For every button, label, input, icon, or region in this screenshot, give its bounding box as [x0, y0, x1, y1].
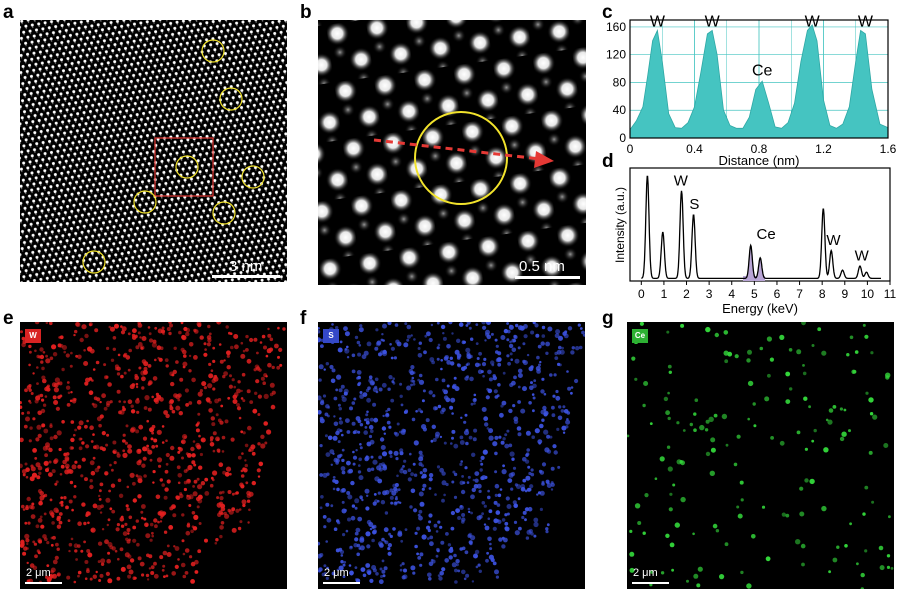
eds-map-ce: Ce 2 μm — [627, 322, 894, 589]
scale-bar-f — [323, 582, 360, 584]
peak-label: W — [650, 13, 666, 30]
scale-label-a: 3 nm — [229, 258, 263, 275]
x-tick-label: 0 — [638, 287, 645, 301]
peak-label: Ce — [752, 63, 773, 80]
panel-label-b: b — [300, 2, 312, 23]
eds-map-s: S 2 μm — [318, 322, 585, 589]
peak-label: W — [674, 172, 689, 189]
x-tick-label: 10 — [861, 287, 875, 301]
x-tick-label: 7 — [796, 287, 803, 301]
peak-label: W — [826, 232, 841, 249]
dopant-circle — [201, 39, 225, 63]
y-tick-label: 80 — [613, 75, 627, 89]
x-tick-label: 0 — [627, 142, 634, 156]
x-tick-label: 2 — [683, 287, 690, 301]
x-tick-label: 1.6 — [880, 142, 897, 156]
panel-label-c: c — [602, 2, 613, 23]
peak-label: W — [858, 13, 874, 30]
peak-label: W — [805, 13, 821, 30]
x-tick-label: 0.8 — [751, 142, 768, 156]
panel-label-d: d — [602, 151, 614, 172]
x-tick-label: 9 — [841, 287, 848, 301]
scale-bar-g — [632, 582, 669, 584]
panel-label-f: f — [300, 308, 307, 329]
dopant-highlight-circle — [414, 111, 508, 205]
scale-label-b: 0.5 nm — [519, 258, 565, 275]
x-tick-label: 1.2 — [815, 142, 832, 156]
x-tick-label: 5 — [751, 287, 758, 301]
panel-label-e: e — [3, 308, 14, 329]
line-profile-arrow — [373, 138, 541, 161]
x-tick-label: 4 — [728, 287, 735, 301]
eds-spectrum-chart: 0 1 2 3 4 5 6 7 8 9 10 11 Energy (keV) Intensity (a… — [613, 167, 897, 316]
x-tick-label: 1 — [661, 287, 668, 301]
dopant-circle — [175, 155, 199, 179]
zoom-region-box — [154, 137, 214, 197]
peak-label: W — [855, 248, 870, 265]
element-badge-ce: Ce — [632, 329, 648, 343]
peak-label: S — [689, 196, 699, 213]
x-tick-label: 3 — [706, 287, 713, 301]
spectrum-line — [641, 175, 881, 280]
dopant-circle — [82, 250, 106, 274]
scale-bar-b — [515, 276, 580, 279]
element-badge-s: S — [323, 329, 339, 343]
y-tick-label: 40 — [613, 103, 627, 117]
arrow-head — [534, 151, 554, 168]
scale-label-f: 2 μm — [324, 567, 349, 579]
scale-bar-e — [25, 582, 62, 584]
scale-label-e: 2 μm — [26, 567, 51, 579]
x-tick-label: 6 — [774, 287, 781, 301]
element-badge-w: W — [25, 329, 41, 343]
ce-peak-fill — [745, 245, 766, 279]
panel-label-a: a — [3, 2, 14, 23]
dopant-circle — [133, 190, 157, 214]
peak-label: W — [705, 13, 721, 30]
x-axis-label-c: Distance (nm) — [719, 153, 800, 168]
haadf-image-a: 3 nm — [20, 20, 287, 282]
dopant-circle — [241, 165, 265, 189]
y-tick-label: 160 — [606, 20, 626, 34]
plot-frame-c — [629, 19, 889, 139]
profile-area — [629, 24, 889, 139]
x-tick-label: 11 — [884, 287, 897, 301]
haadf-image-b: 0.5 nm — [318, 20, 586, 285]
dopant-circle — [219, 87, 243, 111]
y-axis-label-d: Intensity (a.u.) — [613, 187, 627, 263]
scale-bar-a — [212, 275, 280, 278]
dopant-circle — [212, 201, 236, 225]
x-tick-label: 8 — [819, 287, 826, 301]
scale-label-g: 2 μm — [633, 567, 658, 579]
panel-label-g: g — [602, 308, 614, 329]
y-tick-label: 120 — [606, 48, 626, 62]
y-tick-label: 0 — [619, 131, 626, 145]
peak-label: Ce — [757, 226, 776, 243]
x-axis-label-d: Energy (keV) — [722, 301, 798, 316]
eds-map-w: W 2 μm — [20, 322, 287, 589]
x-tick-label: 0.4 — [686, 142, 703, 156]
